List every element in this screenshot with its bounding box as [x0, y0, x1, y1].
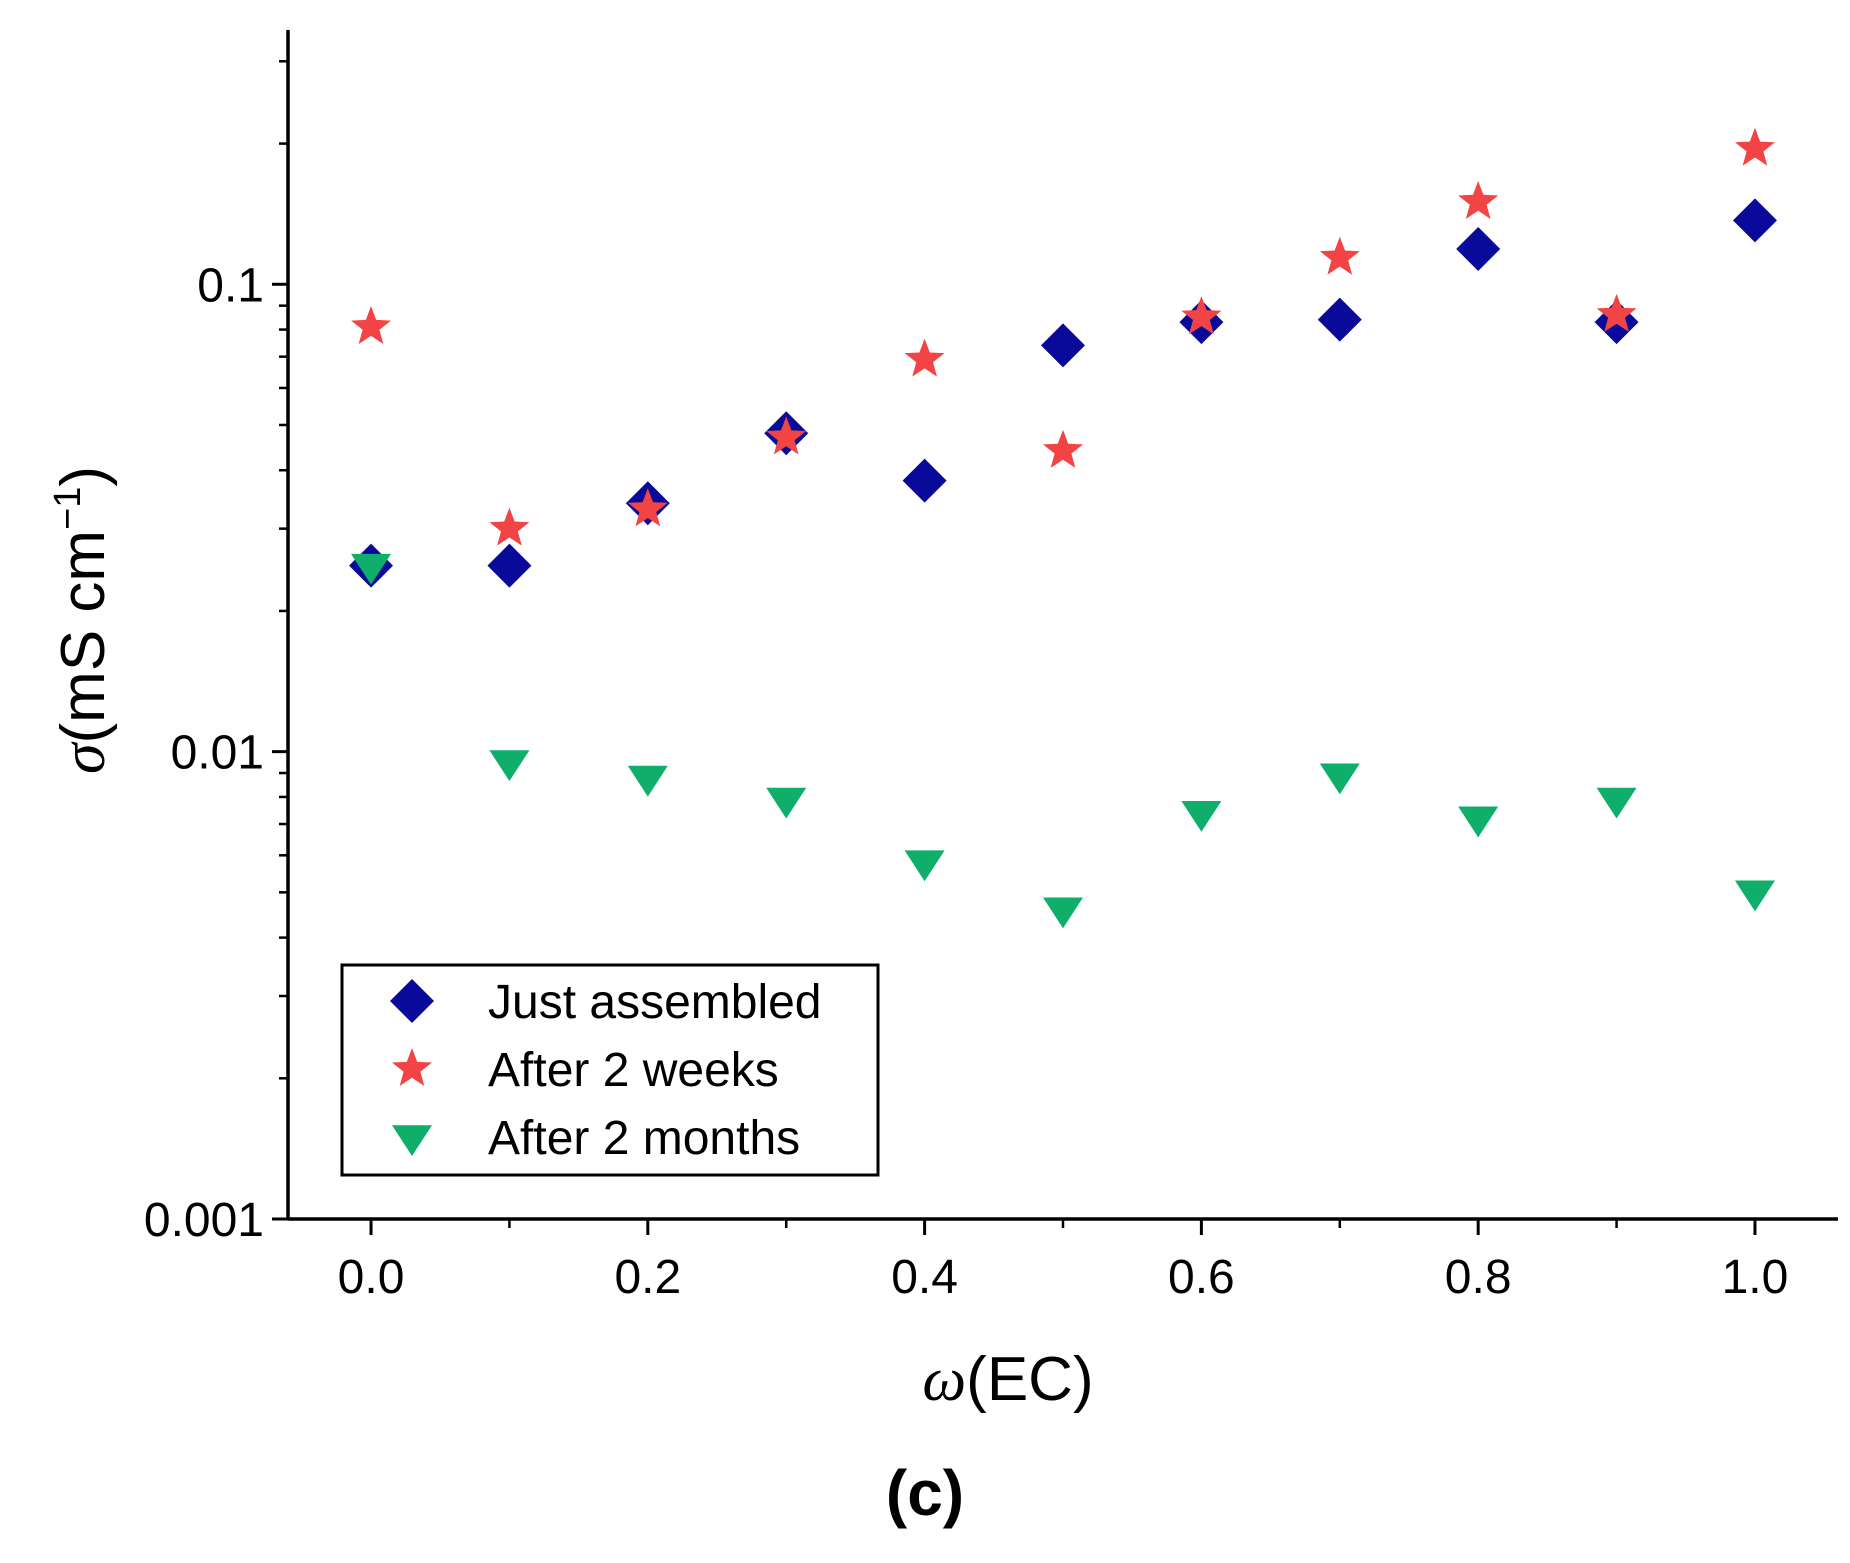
data-point	[1458, 181, 1499, 219]
legend-label: After 2 months	[488, 1112, 800, 1165]
data-point	[1319, 763, 1360, 795]
series-after-2-months	[351, 553, 1775, 929]
y-axis-label-superscript: −1	[47, 487, 89, 530]
data-point	[1041, 323, 1085, 368]
x-tick-label: 0.6	[1168, 1251, 1235, 1304]
y-tick-label: 0.1	[197, 259, 264, 312]
data-point	[1458, 806, 1499, 838]
data-point	[627, 765, 668, 797]
legend-marker	[392, 1125, 432, 1156]
data-point	[1596, 293, 1637, 332]
data-point	[1319, 236, 1360, 275]
x-tick-label: 1.0	[1722, 1251, 1789, 1304]
data-point	[351, 306, 391, 344]
data-point	[1732, 198, 1777, 243]
data-point	[1181, 800, 1222, 832]
x-tick-label: 0.4	[891, 1251, 958, 1304]
x-tick-label: 0.2	[614, 1251, 681, 1304]
data-point	[766, 416, 807, 455]
x-tick-label: 0.0	[338, 1251, 405, 1304]
data-point	[766, 787, 807, 819]
x-axis-label: ω(EC)	[922, 1345, 1093, 1414]
series-after-2-weeks	[351, 127, 1775, 546]
data-point	[1735, 127, 1775, 166]
data-point	[351, 553, 392, 585]
data-point	[1043, 897, 1083, 929]
data-point	[627, 488, 668, 527]
data-point	[1456, 226, 1501, 271]
legend-label: Just assembled	[488, 976, 822, 1029]
data-point	[487, 543, 532, 588]
data-point	[1181, 296, 1222, 335]
y-axis-label-text: (mS cm	[49, 530, 118, 744]
legend-marker	[392, 1048, 432, 1086]
data-point	[1317, 297, 1362, 342]
data-point	[1596, 787, 1637, 819]
y-axis-label: σ(mS cm−1)	[47, 466, 118, 774]
data-point	[1043, 429, 1083, 468]
y-tick-label: 0.001	[144, 1194, 264, 1247]
data-point	[489, 750, 530, 782]
data-point	[904, 850, 945, 882]
legend: Just assembled After 2 weeks After 2 month…	[340, 963, 880, 1177]
x-tick-group: 0.0 0.2 0.4 0.6 0.8 1.0	[338, 1219, 1789, 1304]
data-point	[1734, 880, 1775, 912]
legend-label: After 2 weeks	[488, 1044, 779, 1097]
plot-area	[349, 127, 1777, 929]
legend-marker	[390, 979, 434, 1023]
x-axis-label-text: (EC)	[966, 1345, 1093, 1414]
data-point	[904, 338, 945, 377]
y-tick-group: 0.001 0.01 0.1	[144, 60, 288, 1247]
y-tick-label: 0.01	[171, 727, 264, 780]
x-axis-label-symbol: ω	[922, 1346, 966, 1414]
data-point	[489, 507, 530, 546]
series-just-assembled	[349, 198, 1777, 588]
panel-label: (c)	[886, 1457, 964, 1529]
x-tick-label: 0.8	[1445, 1251, 1512, 1304]
data-point	[902, 458, 947, 503]
y-axis-label-symbol: σ	[50, 741, 118, 774]
legend-entries: Just assembled After 2 weeks After 2 month…	[390, 976, 822, 1165]
y-axis-label-close: )	[49, 466, 118, 487]
